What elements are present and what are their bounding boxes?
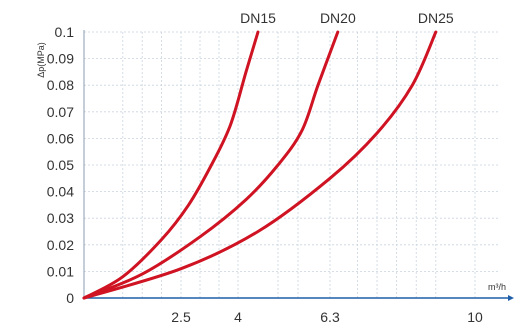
x-axis-arrow-icon <box>508 295 514 301</box>
x-tick-labels: 2.5 4 6.3 10 <box>171 309 483 325</box>
y-tick-label: 0.06 <box>47 130 74 146</box>
y-tick-label: 0.08 <box>47 77 74 93</box>
series-line-dn20 <box>82 30 340 300</box>
y-tick-label: 0.09 <box>47 51 74 67</box>
y-tick-label: 0.03 <box>47 210 74 226</box>
x-tick-label: 6.3 <box>320 309 340 325</box>
x-tick-label: 10 <box>467 309 483 325</box>
series-label-dn25: DN25 <box>418 10 454 26</box>
y-axis-label: Δp(MPa) <box>36 42 46 78</box>
y-tick-label: 0.02 <box>47 237 74 253</box>
series-label-dn20: DN20 <box>320 10 356 26</box>
y-tick-label: 0.07 <box>47 104 74 120</box>
x-axis-label: m³/h <box>488 282 506 292</box>
y-tick-label: 0 <box>66 290 74 306</box>
y-tick-label: 0.04 <box>47 184 74 200</box>
y-tick-label: 0.1 <box>55 24 75 40</box>
y-tick-label: 0.01 <box>47 263 74 279</box>
axes <box>83 30 514 301</box>
grid-lines <box>84 31 500 298</box>
y-tick-labels: 0 0.01 0.02 0.03 0.04 0.05 0.06 0.07 0.08 0.09 0.1 <box>47 24 74 306</box>
series-line-dn15 <box>82 30 260 300</box>
series-curves: DN15 DN20 DN25 <box>82 10 454 300</box>
x-tick-label: 4 <box>234 309 242 325</box>
series-label-dn15: DN15 <box>240 10 276 26</box>
y-tick-label: 0.05 <box>47 157 74 173</box>
series-line-dn25 <box>82 30 438 300</box>
x-tick-label: 2.5 <box>171 309 191 325</box>
